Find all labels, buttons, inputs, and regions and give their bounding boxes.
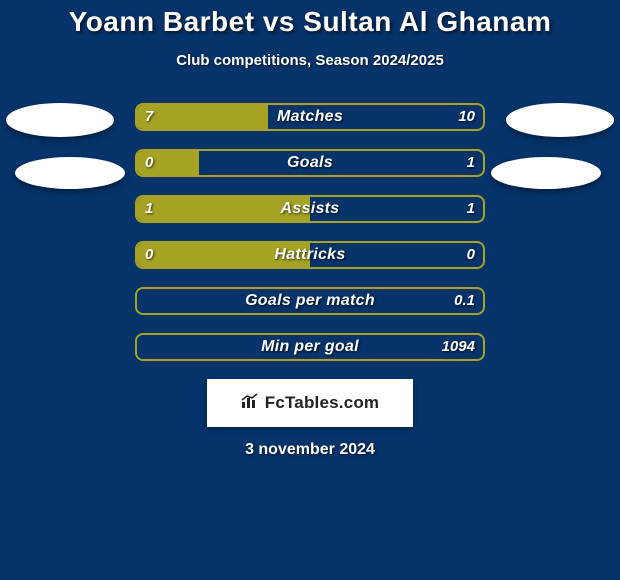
bars-container: 710Matches 01Goals 11Assists 00Hattricks 0.1… bbox=[135, 103, 485, 361]
left-player-avatar bbox=[6, 103, 114, 137]
page-title: Yoann Barbet vs Sultan Al Ghanam bbox=[0, 0, 620, 38]
bar-label: Hattricks bbox=[135, 241, 485, 269]
subtitle: Club competitions, Season 2024/2025 bbox=[0, 52, 620, 69]
bar-label: Min per goal bbox=[135, 333, 485, 361]
left-flag-avatar bbox=[15, 157, 125, 189]
bar-row: 11Assists bbox=[135, 195, 485, 223]
comparison-area: 710Matches 01Goals 11Assists 00Hattricks 0.1… bbox=[0, 103, 620, 459]
bar-row: 1094Min per goal bbox=[135, 333, 485, 361]
logo-box[interactable]: FcTables.com bbox=[207, 379, 413, 427]
logo: FcTables.com bbox=[241, 393, 380, 414]
bar-label: Goals per match bbox=[135, 287, 485, 315]
bar-label: Assists bbox=[135, 195, 485, 223]
logo-text-label: FcTables.com bbox=[265, 393, 380, 413]
right-player-avatar bbox=[506, 103, 614, 137]
bar-row: 710Matches bbox=[135, 103, 485, 131]
chart-icon bbox=[241, 393, 261, 414]
date-label: 3 november 2024 bbox=[0, 441, 620, 459]
bar-row: 01Goals bbox=[135, 149, 485, 177]
bar-label: Matches bbox=[135, 103, 485, 131]
bar-row: 0.1Goals per match bbox=[135, 287, 485, 315]
right-flag-avatar bbox=[491, 157, 601, 189]
bar-label: Goals bbox=[135, 149, 485, 177]
bar-row: 00Hattricks bbox=[135, 241, 485, 269]
